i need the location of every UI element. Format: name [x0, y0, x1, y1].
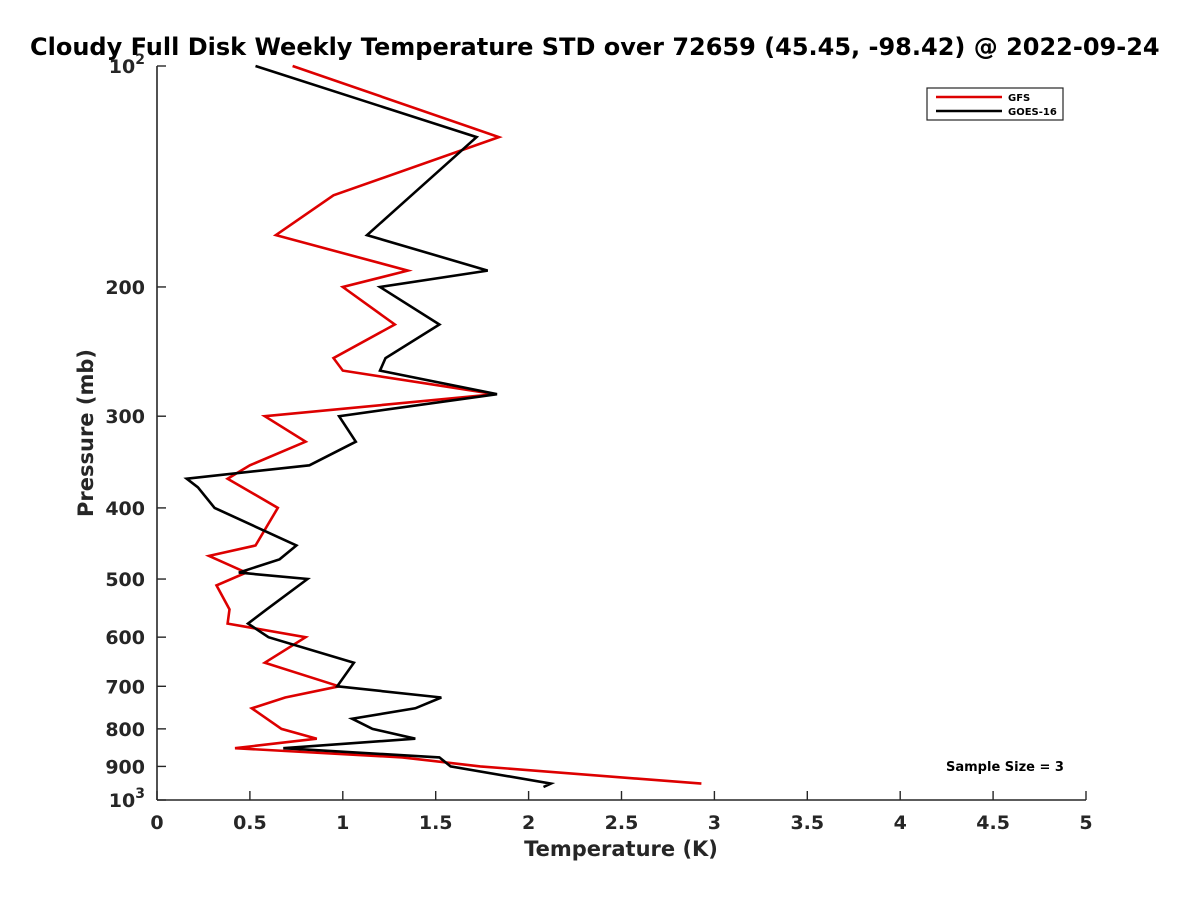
x-tick-label: 2.5	[605, 812, 639, 834]
y-axis-ticks: 102 200 300 400 500 600 700 800 900 103	[105, 52, 166, 812]
y-tick-label: 800	[105, 719, 145, 741]
y-tick-label: 300	[105, 406, 145, 428]
plot-area	[157, 66, 1086, 800]
x-tick-label: 5	[1079, 812, 1092, 834]
legend-label-goes16: GOES-16	[1008, 107, 1057, 118]
legend-box	[926, 87, 1064, 121]
x-tick-label: 4	[894, 812, 907, 834]
x-axis-ticks: 0 0.5 1 1.5 2 2.5 3 3.5 4 4.5 5	[150, 791, 1093, 834]
series-layer	[183, 64, 702, 789]
x-tick-label: 4.5	[976, 812, 1010, 834]
x-axis-label: Temperature (K)	[524, 837, 718, 861]
y-tick-label: 900	[105, 756, 145, 778]
x-tick-label: 1.5	[419, 812, 453, 834]
y-tick-label: 102	[109, 52, 145, 78]
x-tick-label: 2	[522, 812, 535, 834]
legend-label-gfs: GFS	[1008, 93, 1030, 104]
y-tick-label: 103	[109, 786, 145, 812]
legend: GFS GOES-16	[926, 87, 1064, 121]
y-tick-label: 600	[105, 627, 145, 649]
y-tick-label: 400	[105, 498, 145, 520]
y-tick-label: 500	[105, 569, 145, 591]
chart-title: Cloudy Full Disk Weekly Temperature STD …	[30, 33, 1160, 61]
x-tick-label: 0.5	[233, 812, 267, 834]
x-tick-label: 3	[708, 812, 721, 834]
series-line-gfs	[204, 64, 702, 785]
x-tick-label: 1	[336, 812, 349, 834]
y-axis-label: Pressure (mb)	[74, 349, 98, 517]
x-tick-label: 0	[150, 812, 163, 834]
y-tick-label: 200	[105, 277, 145, 299]
sample-size-annotation: Sample Size = 3	[946, 760, 1064, 775]
series-line-goes16	[183, 64, 556, 789]
y-tick-label: 700	[105, 676, 145, 698]
x-tick-label: 3.5	[790, 812, 824, 834]
